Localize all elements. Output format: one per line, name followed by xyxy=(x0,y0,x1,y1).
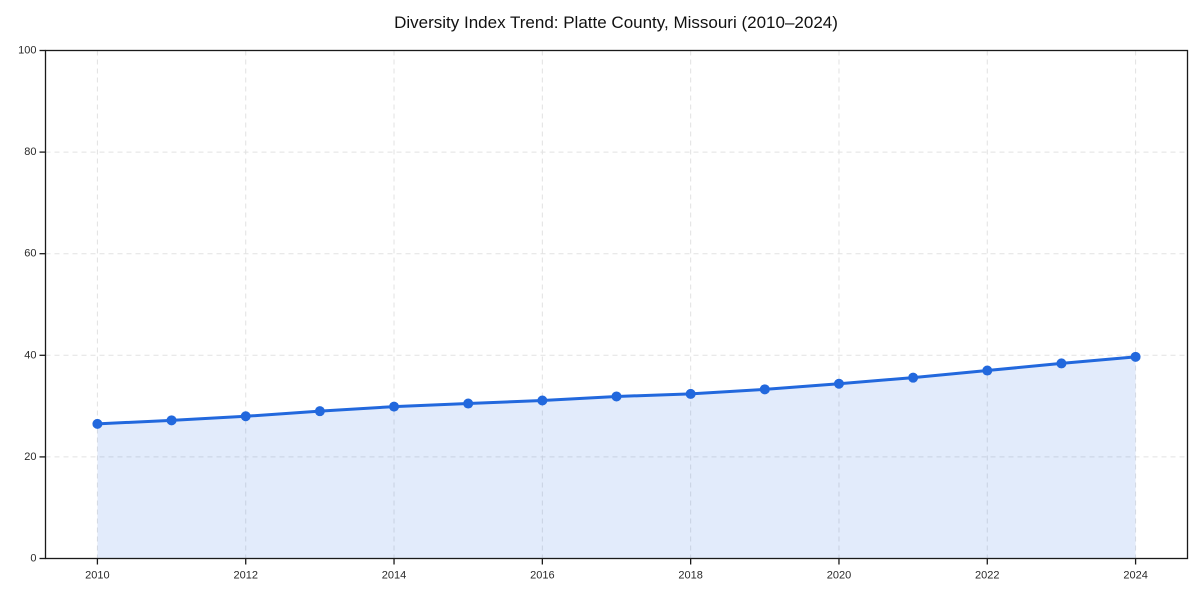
chart-title: Diversity Index Trend: Platte County, Mi… xyxy=(394,13,838,32)
data-point-2012 xyxy=(240,411,251,422)
data-point-2010 xyxy=(92,418,103,429)
y-tick-label: 80 xyxy=(24,146,36,158)
data-point-2023 xyxy=(1056,358,1067,369)
x-tick-label: 2020 xyxy=(827,570,851,582)
x-tick-label: 2012 xyxy=(233,570,257,582)
plot-border xyxy=(44,49,1189,560)
x-tick-label: 2016 xyxy=(530,570,554,582)
data-point-2024 xyxy=(1130,351,1141,362)
data-point-2021 xyxy=(908,372,919,383)
data-point-2017 xyxy=(611,391,622,402)
y-tick-label: 60 xyxy=(24,248,36,260)
data-point-2019 xyxy=(759,384,770,395)
data-point-2013 xyxy=(314,406,325,417)
x-tick-label: 2018 xyxy=(678,570,702,582)
y-tick-label: 20 xyxy=(24,451,36,463)
trend-area-fill xyxy=(97,356,1136,559)
data-point-2016 xyxy=(537,395,548,406)
x-tick-label: 2014 xyxy=(382,570,406,582)
y-tick-label: 0 xyxy=(30,553,36,565)
data-point-2011 xyxy=(166,415,177,426)
x-tick-label: 2024 xyxy=(1123,570,1147,582)
y-tick-label: 100 xyxy=(18,45,36,57)
x-tick-label: 2010 xyxy=(85,570,109,582)
data-point-2015 xyxy=(463,398,474,409)
data-point-2022 xyxy=(982,365,993,376)
data-point-2014 xyxy=(389,401,400,412)
data-point-2018 xyxy=(685,388,696,399)
x-tick-label: 2022 xyxy=(975,570,999,582)
data-point-2020 xyxy=(833,378,844,389)
y-tick-label: 40 xyxy=(24,349,36,361)
